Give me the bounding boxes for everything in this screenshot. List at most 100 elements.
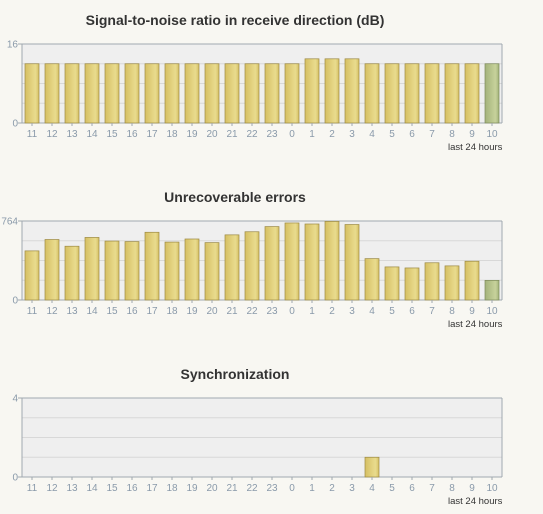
bar (204, 63, 220, 124)
x-tick-label: 16 (126, 306, 138, 317)
x-tick-label: 6 (409, 306, 415, 317)
x-tick-label: 10 (486, 306, 498, 317)
chart-title: Synchronization (180, 366, 290, 382)
x-tick-label: 21 (226, 129, 238, 140)
x-tick-label: 17 (146, 483, 158, 494)
x-tick-label: 2 (329, 483, 335, 494)
x-tick-label: 22 (246, 129, 258, 140)
period-label: last 24 hours (448, 142, 503, 153)
x-tick-label: 22 (246, 306, 258, 317)
x-tick-label: 13 (66, 129, 78, 140)
bar (124, 241, 140, 301)
bar (364, 258, 380, 301)
bar (224, 234, 240, 301)
x-tick-label: 19 (186, 306, 198, 317)
x-tick-label: 8 (449, 483, 455, 494)
bar (84, 63, 100, 124)
x-tick-label: 14 (86, 483, 98, 494)
x-tick-label: 15 (106, 306, 118, 317)
x-tick-label: 1 (309, 483, 315, 494)
bar (404, 63, 420, 124)
x-tick-label: 13 (66, 483, 78, 494)
x-tick-label: 20 (206, 483, 218, 494)
bar (264, 63, 280, 124)
x-tick-label: 14 (86, 129, 98, 140)
x-tick-label: 9 (469, 483, 475, 494)
period-label: last 24 hours (448, 319, 503, 330)
bar (444, 265, 460, 301)
y-tick-label: 0 (12, 296, 18, 307)
x-tick-label: 10 (486, 129, 498, 140)
x-tick-label: 4 (369, 129, 375, 140)
x-tick-label: 19 (186, 483, 198, 494)
x-tick-label: 11 (27, 483, 38, 494)
x-tick-label: 21 (226, 483, 238, 494)
x-tick-label: 14 (86, 306, 98, 317)
bar (304, 223, 320, 301)
x-tick-label: 7 (429, 129, 435, 140)
bar (164, 63, 180, 124)
x-tick-label: 9 (469, 306, 475, 317)
bar (364, 456, 380, 478)
x-tick-label: 12 (46, 483, 58, 494)
bar (364, 63, 380, 124)
x-tick-label: 3 (349, 129, 355, 140)
bar (104, 63, 120, 124)
bar (384, 266, 400, 301)
x-tick-label: 1 (309, 306, 315, 317)
x-tick-label: 8 (449, 129, 455, 140)
chart-title: Signal-to-noise ratio in receive directi… (85, 12, 385, 28)
bar (384, 63, 400, 124)
bar (464, 260, 480, 301)
x-tick-label: 5 (389, 306, 395, 317)
x-tick-label: 0 (289, 483, 295, 494)
bar (344, 58, 360, 124)
bar (184, 238, 200, 301)
bar (244, 231, 260, 301)
bar (424, 262, 440, 301)
bar (304, 58, 320, 124)
x-tick-label: 0 (289, 129, 295, 140)
bar (124, 63, 140, 124)
x-tick-label: 9 (469, 129, 475, 140)
bar (164, 241, 180, 301)
x-tick-label: 17 (146, 306, 158, 317)
x-tick-label: 2 (329, 306, 335, 317)
x-tick-label: 20 (206, 306, 218, 317)
y-tick-label: 0 (12, 473, 18, 484)
x-tick-label: 22 (246, 483, 258, 494)
x-tick-label: 11 (27, 306, 38, 317)
bar (284, 63, 300, 124)
bar (144, 63, 160, 124)
period-label: last 24 hours (448, 496, 503, 507)
x-tick-label: 23 (266, 483, 278, 494)
bar (424, 63, 440, 124)
x-tick-label: 6 (409, 483, 415, 494)
x-tick-label: 13 (66, 306, 78, 317)
bar (404, 267, 420, 301)
x-tick-label: 0 (289, 306, 295, 317)
x-tick-label: 11 (27, 129, 38, 140)
x-tick-label: 16 (126, 129, 138, 140)
x-tick-label: 12 (46, 306, 58, 317)
bar (484, 63, 500, 124)
x-tick-label: 5 (389, 483, 395, 494)
bar (44, 63, 60, 124)
bar (224, 63, 240, 124)
x-tick-label: 15 (106, 129, 118, 140)
x-tick-label: 16 (126, 483, 138, 494)
bar (64, 245, 80, 301)
x-tick-label: 7 (429, 483, 435, 494)
x-tick-label: 1 (309, 129, 315, 140)
x-tick-label: 4 (369, 306, 375, 317)
x-tick-label: 5 (389, 129, 395, 140)
x-tick-label: 18 (166, 483, 178, 494)
bar (464, 63, 480, 124)
x-tick-label: 18 (166, 129, 178, 140)
chart-title: Unrecoverable errors (164, 189, 306, 205)
x-tick-label: 15 (106, 483, 118, 494)
bar (24, 63, 40, 124)
